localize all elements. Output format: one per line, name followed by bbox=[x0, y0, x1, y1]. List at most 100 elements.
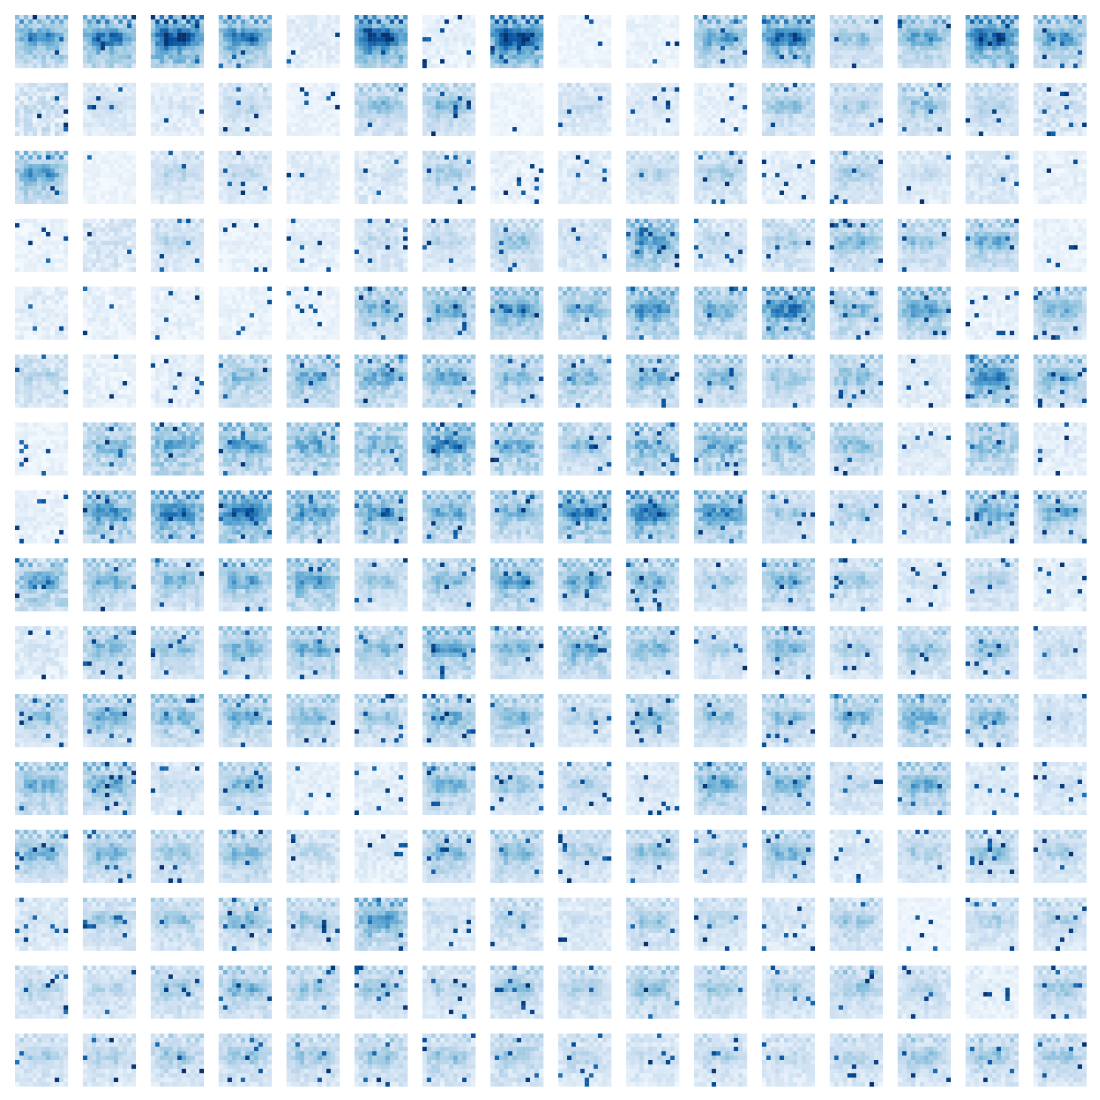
heatmap-cell bbox=[240, 23, 246, 29]
heatmap-cell bbox=[538, 91, 544, 97]
heatmap-cell bbox=[127, 63, 132, 69]
heatmap-cell bbox=[54, 118, 60, 123]
heatmap-cell bbox=[626, 50, 631, 55]
heatmap-cell bbox=[530, 45, 535, 51]
heatmap-cell bbox=[376, 50, 382, 55]
heatmap-cell bbox=[674, 87, 680, 92]
heatmap-cell bbox=[403, 45, 408, 51]
heatmap-cell bbox=[490, 23, 495, 29]
heatmap-cell bbox=[1073, 122, 1078, 128]
heatmap-cell bbox=[50, 28, 55, 33]
heatmap-cell bbox=[54, 41, 60, 47]
heatmap-panel-r1-c12 bbox=[829, 82, 883, 137]
heatmap-cell bbox=[562, 41, 568, 47]
heatmap-cell bbox=[1000, 118, 1006, 123]
heatmap-cell bbox=[435, 37, 441, 42]
heatmap-cell bbox=[358, 41, 364, 47]
heatmap-cell bbox=[838, 32, 844, 38]
heatmap-cell bbox=[766, 41, 771, 47]
heatmap-cell bbox=[462, 96, 467, 101]
heatmap-cell bbox=[440, 37, 445, 42]
heatmap-cell bbox=[199, 54, 204, 60]
heatmap-cell bbox=[32, 190, 38, 196]
heatmap-cell bbox=[657, 32, 662, 38]
heatmap-cell bbox=[186, 87, 191, 92]
heatmap-cell bbox=[23, 159, 29, 165]
heatmap-cell bbox=[470, 23, 476, 29]
heatmap-cell bbox=[87, 54, 92, 60]
heatmap-cell bbox=[558, 19, 563, 24]
heatmap-cell bbox=[223, 37, 228, 42]
heatmap-cell bbox=[470, 104, 476, 110]
heatmap-cell bbox=[1033, 50, 1039, 55]
heatmap-cell bbox=[665, 63, 671, 69]
heatmap-cell bbox=[249, 122, 255, 128]
heatmap-cell bbox=[291, 118, 296, 123]
heatmap-cell bbox=[873, 82, 879, 88]
heatmap-cell bbox=[28, 100, 33, 106]
heatmap-cell bbox=[223, 131, 228, 137]
heatmap-cell bbox=[783, 127, 789, 132]
heatmap-cell bbox=[262, 100, 268, 106]
heatmap-cell bbox=[738, 127, 743, 132]
heatmap-cell bbox=[873, 122, 879, 128]
heatmap-cell bbox=[54, 104, 60, 110]
heatmap-cell bbox=[1060, 91, 1065, 97]
heatmap-cell bbox=[928, 122, 934, 128]
heatmap-cell bbox=[236, 109, 241, 114]
heatmap-cell bbox=[707, 59, 712, 64]
heatmap-cell bbox=[987, 23, 993, 29]
heatmap-panel-r1-c11 bbox=[761, 82, 816, 137]
heatmap-cell bbox=[538, 15, 544, 20]
heatmap-cell bbox=[738, 37, 743, 42]
heatmap-cell bbox=[376, 87, 382, 92]
heatmap-cell bbox=[702, 63, 708, 69]
heatmap-cell bbox=[19, 172, 24, 178]
heatmap-cell bbox=[150, 96, 156, 101]
heatmap-cell bbox=[286, 96, 292, 101]
heatmap-cell bbox=[87, 159, 92, 165]
heatmap-cell bbox=[1014, 23, 1019, 29]
heatmap-cell bbox=[806, 50, 811, 55]
heatmap-cell bbox=[770, 109, 776, 114]
heatmap-cell bbox=[50, 172, 55, 178]
heatmap-cell bbox=[873, 100, 879, 106]
heatmap-cell bbox=[389, 113, 395, 119]
heatmap-cell bbox=[426, 54, 432, 60]
heatmap-cell bbox=[113, 164, 119, 169]
heatmap-cell bbox=[729, 37, 734, 42]
heatmap-cell bbox=[946, 19, 951, 24]
heatmap-cell bbox=[843, 122, 848, 128]
heatmap-cell bbox=[869, 100, 875, 106]
heatmap-cell bbox=[933, 91, 938, 97]
heatmap-cell bbox=[330, 127, 336, 132]
heatmap-cell bbox=[742, 127, 748, 132]
heatmap-cell bbox=[313, 122, 318, 128]
heatmap-cell bbox=[122, 199, 128, 204]
heatmap-cell bbox=[177, 150, 182, 156]
heatmap-cell bbox=[694, 59, 699, 64]
heatmap-cell bbox=[919, 100, 925, 106]
heatmap-cell bbox=[593, 28, 599, 33]
heatmap-cell bbox=[503, 19, 509, 24]
heatmap-cell bbox=[172, 37, 178, 42]
heatmap-cell bbox=[231, 100, 237, 106]
heatmap-cell bbox=[291, 37, 296, 42]
heatmap-cell bbox=[674, 96, 680, 101]
heatmap-cell bbox=[661, 50, 666, 55]
heatmap-cell bbox=[91, 131, 97, 137]
heatmap-cell bbox=[50, 113, 55, 119]
heatmap-cell bbox=[448, 63, 454, 69]
heatmap-cell bbox=[766, 32, 771, 38]
heatmap-cell bbox=[376, 37, 382, 42]
heatmap-cell bbox=[670, 28, 675, 33]
heatmap-cell bbox=[91, 23, 97, 29]
heatmap-cell bbox=[453, 63, 458, 69]
heatmap-cell bbox=[32, 155, 38, 160]
heatmap-cell bbox=[860, 91, 866, 97]
heatmap-cell bbox=[1060, 37, 1065, 42]
heatmap-cell bbox=[694, 54, 699, 60]
heatmap-cell bbox=[1000, 28, 1006, 33]
heatmap-cell bbox=[104, 87, 110, 92]
heatmap-cell bbox=[490, 54, 495, 60]
